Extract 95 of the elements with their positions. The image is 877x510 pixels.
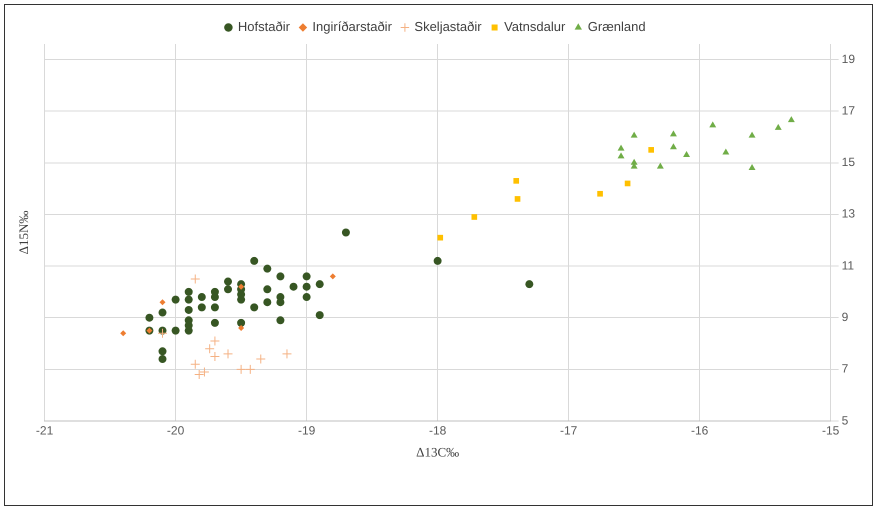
point <box>224 278 232 286</box>
point <box>158 355 167 364</box>
point <box>160 299 166 306</box>
point <box>290 282 298 291</box>
y-tick-label: 13 <box>842 206 856 221</box>
point <box>184 326 193 335</box>
point <box>282 348 292 359</box>
x-tick-label: -15 <box>822 424 840 438</box>
y-tick-label: 17 <box>842 103 856 118</box>
point <box>302 282 311 291</box>
point <box>597 190 603 197</box>
point <box>302 293 311 302</box>
x-axis-title: Δ13C‰ <box>416 444 460 460</box>
point <box>330 273 336 280</box>
legend-label: Grænland <box>588 19 646 34</box>
y-tick-label: 19 <box>842 52 856 66</box>
legend-label: Vatnsdalur <box>504 19 566 34</box>
y-tick-label: 7 <box>842 362 849 376</box>
point <box>437 234 444 240</box>
y-tick-label: 15 <box>842 155 856 170</box>
point <box>199 366 210 377</box>
point <box>788 116 795 122</box>
y-tick-label: 9 <box>842 310 849 324</box>
point <box>513 178 520 184</box>
x-tick-label: -17 <box>560 424 578 438</box>
point <box>342 228 350 236</box>
x-tick-label: -20 <box>166 424 185 438</box>
point <box>194 370 204 380</box>
point <box>237 318 246 327</box>
point <box>618 144 625 151</box>
point <box>238 325 244 332</box>
point <box>238 284 244 290</box>
point <box>250 256 258 265</box>
point <box>210 318 219 327</box>
point <box>158 347 167 356</box>
legend-label: Hofstaðir <box>238 19 291 34</box>
point <box>670 130 677 136</box>
y-tick-label: 5 <box>842 413 849 428</box>
point <box>263 264 272 273</box>
point <box>630 132 638 138</box>
point <box>514 196 520 202</box>
point <box>618 152 625 158</box>
point <box>316 280 324 288</box>
point <box>198 303 206 312</box>
x-tick-label: -19 <box>298 424 316 438</box>
point <box>158 308 167 317</box>
point <box>263 285 272 294</box>
point <box>184 288 193 296</box>
point <box>471 214 478 220</box>
point <box>210 336 220 346</box>
y-tick-label: 11 <box>842 258 854 272</box>
point <box>683 151 690 158</box>
point <box>276 316 284 324</box>
point <box>670 143 677 150</box>
point <box>190 359 200 370</box>
point <box>204 344 215 354</box>
point <box>184 306 193 314</box>
x-tick-label: -16 <box>690 424 709 438</box>
point <box>434 256 442 265</box>
x-tick-label: -18 <box>428 424 447 438</box>
point <box>302 272 311 280</box>
x-tick-label: -21 <box>36 424 54 438</box>
point <box>190 274 200 284</box>
point <box>210 303 219 312</box>
point <box>210 351 220 362</box>
point <box>709 121 716 128</box>
y-axis-title: Δ15N‰ <box>16 210 32 254</box>
point <box>748 132 756 138</box>
point <box>656 162 664 169</box>
point <box>525 280 534 288</box>
point <box>250 303 258 312</box>
point <box>748 164 756 170</box>
point <box>184 296 193 304</box>
point <box>263 298 272 306</box>
point <box>774 124 782 130</box>
point <box>236 364 246 374</box>
point <box>245 364 256 374</box>
point <box>624 180 630 186</box>
point <box>223 348 234 359</box>
point <box>210 293 219 302</box>
point <box>198 293 206 302</box>
point <box>256 354 266 364</box>
legend-label: Ingiríðarstaðir <box>312 19 393 34</box>
point <box>172 326 180 335</box>
point <box>316 311 324 320</box>
point <box>145 314 154 322</box>
legend-label: Skeljastaðir <box>414 19 482 34</box>
point <box>722 148 730 154</box>
point <box>172 296 180 304</box>
point <box>276 272 284 280</box>
point <box>237 296 246 304</box>
point <box>158 328 168 338</box>
point <box>120 330 126 336</box>
point <box>224 285 232 294</box>
point <box>648 147 654 153</box>
